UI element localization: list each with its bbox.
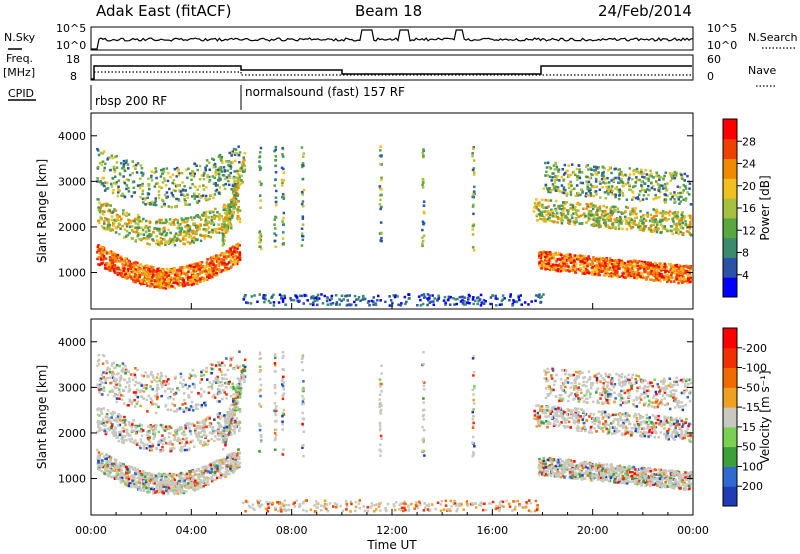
power-ytick-1: 2000 [58, 221, 86, 234]
nsky-tick-low: 10^0 [56, 39, 86, 52]
velocity-colorbar-swatch-3 [723, 426, 737, 448]
nsearch-label: N.Search [748, 31, 798, 44]
cpid-entry-1: rbsp 200 RF [95, 94, 167, 108]
velocity-panel: 1000 2000 3000 4000 00:00 04:00 08:00 12:00 16:… [35, 303, 709, 552]
power-cells [96, 145, 693, 307]
power-y-label: Slant Range [km] [35, 159, 49, 263]
nsky-tick-high: 10^5 [56, 22, 86, 35]
time-axis: 00:00 04:00 08:00 12:00 16:00 20:00 00:00 [75, 303, 709, 537]
velocity-colorbar-swatch-6 [723, 367, 737, 388]
power-colorbar-swatch-0 [723, 277, 737, 298]
velocity-colorbar-tick-5: -50 [742, 381, 760, 394]
cpid-entry-2: normalsound (fast) 157 RF [245, 85, 405, 99]
velocity-colorbar-tick-3: 15 [742, 421, 756, 434]
power-colorbar-tick-3: 16 [742, 202, 756, 215]
frequency-series [91, 65, 692, 80]
power-panel: 1000 2000 3000 4000 Slant Range [km] [35, 112, 694, 310]
velocity-colorbar-tick-2: 50 [742, 441, 756, 454]
velocity-colorbar-swatch-5 [723, 387, 737, 408]
velocity-colorbar-tick-6: -100 [742, 362, 767, 375]
nsearch-tick-low: 10^0 [707, 39, 737, 52]
nsearch-tick-high: 10^5 [707, 22, 737, 35]
velocity-ytick-2: 3000 [58, 381, 86, 394]
velocity-colorbar-tick-1: 100 [742, 460, 763, 473]
velocity-colorbar-tick-7: -200 [742, 342, 767, 355]
power-colorbar-tick-2: 12 [742, 224, 756, 237]
velocity-ytick-0: 1000 [58, 473, 86, 486]
velocity-colorbar-swatch-2 [723, 446, 737, 467]
cpid-strip: CPID rbsp 200 RF normalsound (fast) 157 … [8, 85, 405, 110]
velocity-colorbar-swatch-8 [723, 328, 737, 349]
time-axis-label: Time UT [366, 538, 417, 552]
power-colorbar-swatch-5 [723, 178, 737, 199]
beam-title: Beam 18 [355, 2, 422, 20]
cpid-label: CPID [8, 87, 34, 100]
velocity-ytick-3: 4000 [58, 336, 86, 349]
xtick-0: 00:00 [75, 524, 107, 537]
power-colorbar-swatch-7 [723, 138, 737, 160]
power-colorbar-swatch-4 [723, 198, 737, 219]
velocity-colorbar-swatch-7 [723, 347, 737, 369]
velocity-colorbar-tick-4: -15 [742, 401, 760, 414]
xtick-1: 04:00 [175, 524, 207, 537]
power-colorbar-label: Power [dB] [758, 175, 772, 240]
power-colorbar-swatch-3 [723, 217, 737, 239]
power-colorbar-tick-4: 20 [742, 180, 756, 193]
nave-series [94, 71, 692, 76]
power-colorbar-tick-0: 4 [742, 269, 749, 282]
power-colorbar: 4 8 12 16 20 24 28 Power [dB] [722, 118, 772, 298]
xtick-4: 16:00 [476, 524, 508, 537]
xtick-6: 00:00 [677, 524, 709, 537]
freq-strip: Freq. [MHz] 18 8 60 0 Nave [3, 52, 776, 87]
velocity-y-label: Slant Range [km] [35, 365, 49, 469]
power-colorbar-swatch-2 [723, 237, 737, 258]
velocity-colorbar-tick-0: 200 [742, 480, 763, 493]
velocity-y-axis: 1000 2000 3000 4000 [58, 336, 693, 486]
nsky-strip: N.Sky 10^5 10^0 10^5 10^0 N.Search [4, 22, 798, 52]
nave-tick-high: 60 [707, 53, 721, 66]
velocity-colorbar-swatch-1 [723, 466, 737, 487]
velocity-colorbar: 200 100 50 15 -15 -50 -100 -200 Velocity [m s⁻¹… [722, 327, 772, 507]
power-colorbar-swatch-6 [723, 158, 737, 179]
freq-unit: [MHz] [3, 66, 35, 79]
power-colorbar-tick-5: 24 [742, 158, 756, 171]
freq-label: Freq. [6, 52, 33, 65]
xtick-3: 12:00 [376, 524, 408, 537]
station-title: Adak East (fitACF) [96, 2, 231, 20]
xtick-5: 20:00 [577, 524, 609, 537]
freq-tick-high: 18 [66, 53, 80, 66]
nave-tick-low: 0 [707, 70, 714, 83]
date-title: 24/Feb/2014 [598, 2, 692, 20]
power-ytick-2: 3000 [58, 175, 86, 188]
power-colorbar-swatch-8 [723, 119, 737, 140]
velocity-colorbar-swatch-0 [723, 486, 737, 507]
velocity-ytick-1: 2000 [58, 427, 86, 440]
velocity-colorbar-swatch-4 [723, 407, 737, 428]
power-ytick-3: 4000 [58, 130, 86, 143]
power-colorbar-tick-6: 28 [742, 135, 756, 148]
nsky-label: N.Sky [4, 31, 36, 44]
power-colorbar-tick-1: 8 [742, 247, 749, 260]
power-y-axis: 1000 2000 3000 4000 [58, 130, 693, 280]
power-colorbar-swatch-1 [723, 257, 737, 278]
nave-label: Nave [748, 64, 776, 77]
velocity-cells [96, 350, 693, 513]
freq-tick-low: 8 [70, 70, 77, 83]
power-ytick-0: 1000 [58, 267, 86, 280]
nsky-series [91, 29, 693, 50]
xtick-2: 08:00 [276, 524, 308, 537]
velocity-colorbar-label: Velocity [m s⁻¹] [758, 370, 772, 463]
